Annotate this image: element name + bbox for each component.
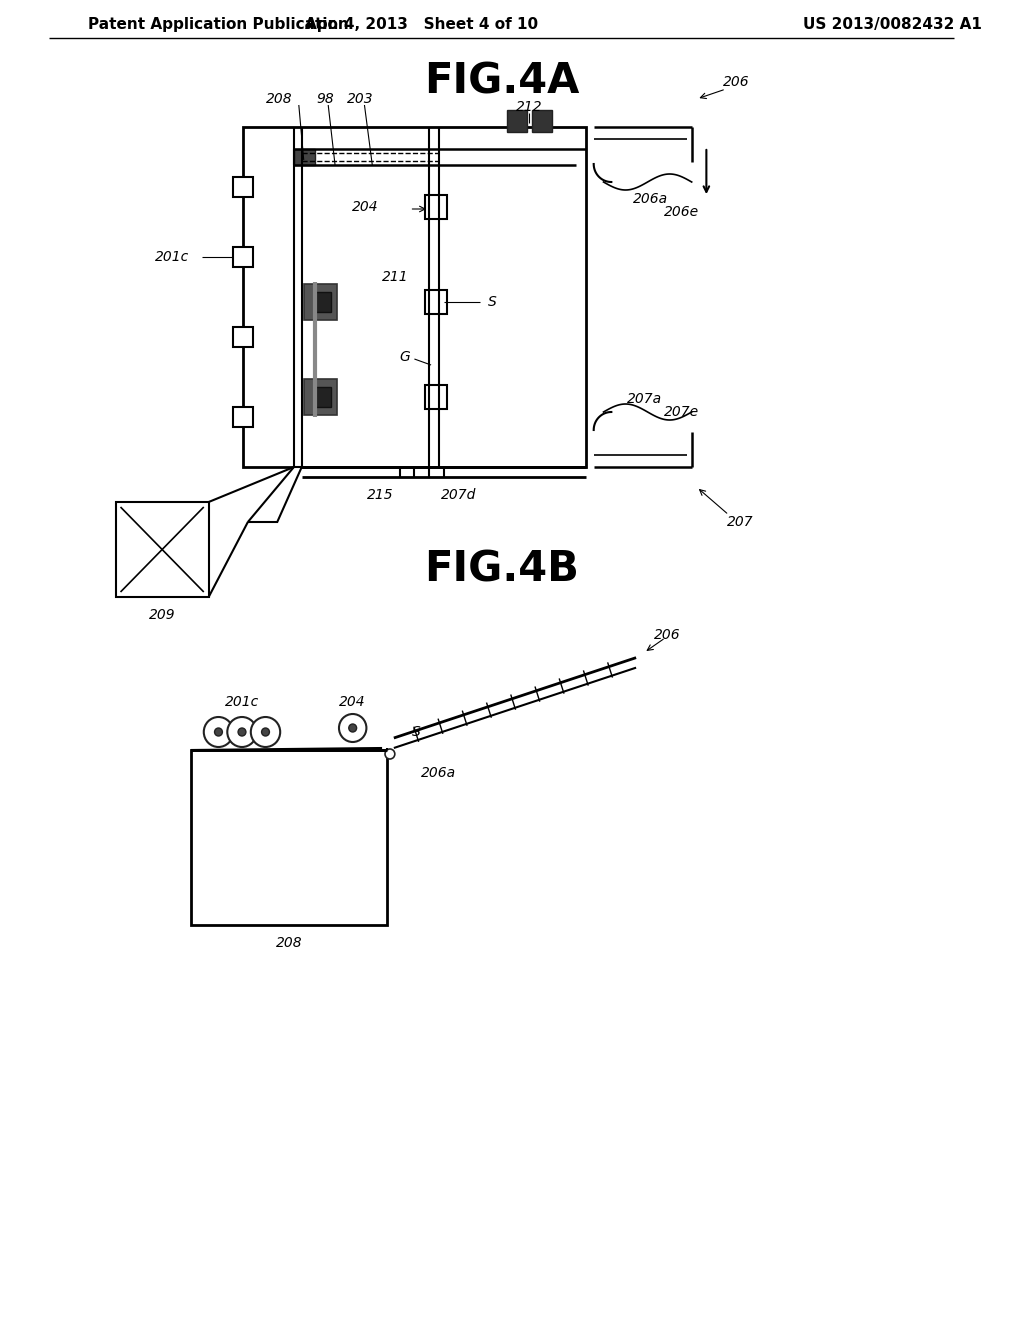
Bar	[243, 127, 586, 467]
Text: 207: 207	[727, 515, 754, 529]
Bar	[313, 292, 331, 312]
Text: 206a: 206a	[421, 766, 457, 780]
Text: 206: 206	[723, 75, 750, 88]
Circle shape	[227, 717, 257, 747]
Text: Apr. 4, 2013   Sheet 4 of 10: Apr. 4, 2013 Sheet 4 of 10	[305, 17, 538, 33]
Text: 203: 203	[347, 92, 374, 106]
Circle shape	[215, 729, 222, 737]
Bar	[425, 385, 446, 409]
Circle shape	[339, 714, 367, 742]
Text: 215: 215	[367, 488, 393, 502]
Bar	[313, 387, 331, 407]
Bar	[233, 327, 253, 347]
Bar	[304, 284, 337, 319]
Circle shape	[261, 729, 269, 737]
Bar	[425, 290, 446, 314]
Text: 207a: 207a	[627, 392, 663, 407]
Bar	[294, 149, 315, 165]
Text: 206e: 206e	[665, 205, 699, 219]
Text: 204: 204	[351, 201, 378, 214]
Bar	[233, 247, 253, 267]
Bar	[532, 110, 552, 132]
Circle shape	[238, 729, 246, 737]
Bar	[191, 750, 387, 925]
Bar	[233, 407, 253, 426]
Circle shape	[385, 748, 395, 759]
Text: G: G	[399, 350, 410, 364]
Text: 98: 98	[316, 92, 334, 106]
Text: 206: 206	[654, 627, 681, 642]
Bar	[116, 502, 209, 597]
Text: 207d: 207d	[440, 488, 476, 502]
Text: S: S	[488, 294, 498, 309]
Text: 208: 208	[275, 936, 302, 950]
Text: US 2013/0082432 A1: US 2013/0082432 A1	[804, 17, 982, 33]
Text: 201c: 201c	[155, 249, 189, 264]
Text: 211: 211	[382, 271, 409, 284]
Text: Patent Application Publication: Patent Application Publication	[88, 17, 349, 33]
Bar	[425, 195, 446, 219]
Text: 201c: 201c	[225, 696, 259, 709]
Text: FIG.4A: FIG.4A	[424, 61, 580, 103]
Circle shape	[349, 723, 356, 733]
Text: FIG.4B: FIG.4B	[424, 549, 579, 591]
Text: 204: 204	[339, 696, 366, 709]
Circle shape	[204, 717, 233, 747]
Text: 207e: 207e	[665, 405, 699, 418]
Text: S: S	[412, 725, 421, 739]
Text: 209: 209	[148, 609, 175, 622]
Bar	[508, 110, 527, 132]
Bar	[304, 379, 337, 414]
Text: 208: 208	[266, 92, 293, 106]
Bar	[233, 177, 253, 197]
Text: 206a: 206a	[633, 191, 668, 206]
Polygon shape	[248, 467, 302, 521]
Circle shape	[251, 717, 281, 747]
Text: 212: 212	[516, 100, 543, 114]
